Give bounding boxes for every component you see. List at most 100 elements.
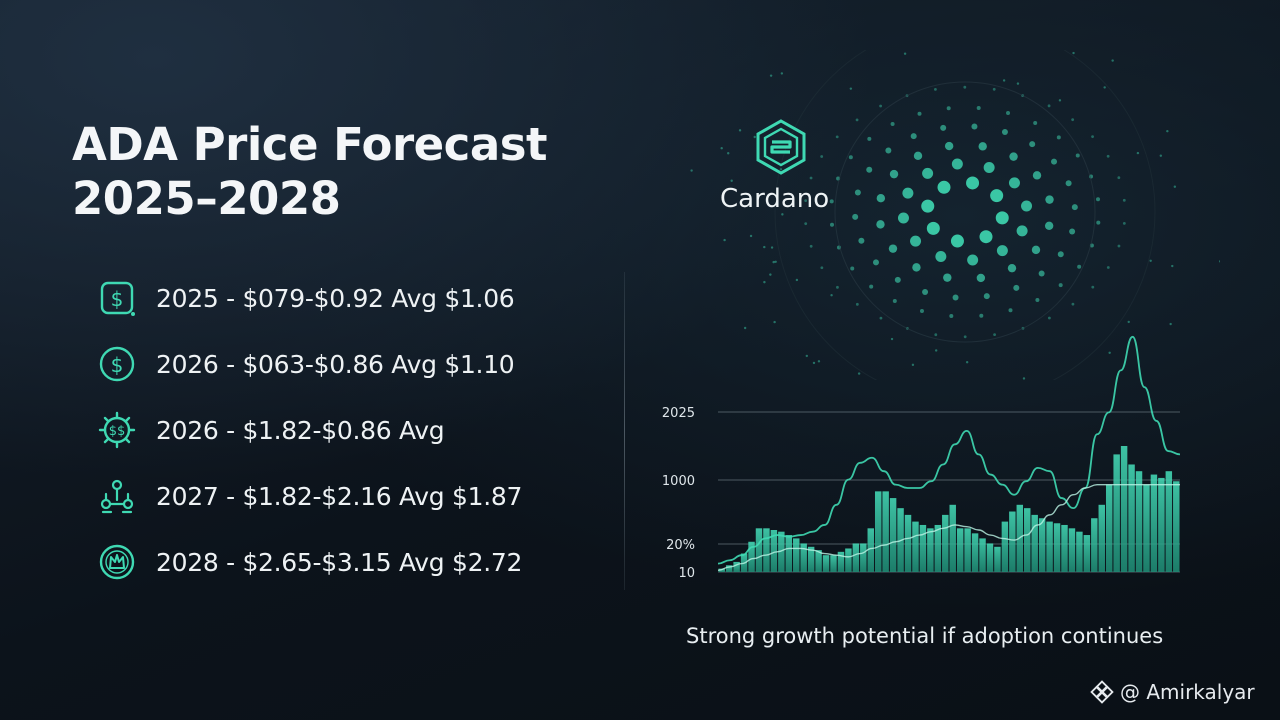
starburst-dot xyxy=(951,235,964,248)
network-nodes-icon xyxy=(95,474,139,518)
scatter-dot xyxy=(830,294,832,296)
scatter-dot xyxy=(739,129,741,131)
bar xyxy=(763,528,769,572)
bar xyxy=(1039,518,1045,572)
starburst-dot xyxy=(921,200,934,213)
starburst-dot xyxy=(963,86,966,89)
bar xyxy=(1069,528,1075,572)
bar xyxy=(845,548,851,572)
scatter-dot xyxy=(1137,152,1139,154)
bar xyxy=(1002,522,1008,572)
starburst-dot xyxy=(1029,141,1035,147)
bar xyxy=(950,505,956,572)
starburst-dot xyxy=(1123,222,1126,225)
scatter-dot xyxy=(763,246,765,248)
scatter-dot xyxy=(763,281,765,283)
starburst-dot xyxy=(1045,195,1053,203)
bar xyxy=(972,533,978,572)
svg-text:$$: $$ xyxy=(109,424,126,439)
bar xyxy=(1099,505,1105,572)
starburst-dot xyxy=(1118,245,1121,248)
bar xyxy=(1173,481,1179,572)
starburst-dot xyxy=(850,266,854,270)
bar xyxy=(786,535,792,572)
bar xyxy=(1151,475,1157,572)
scatter-dot xyxy=(1171,265,1173,267)
starburst-dot xyxy=(1107,155,1110,158)
scatter-dot xyxy=(1003,79,1005,81)
starburst-dot xyxy=(855,190,861,196)
bar xyxy=(1031,515,1037,572)
title-line-1: ADA Price Forecast xyxy=(72,118,547,172)
starburst-dot xyxy=(836,136,839,139)
scatter-dot xyxy=(750,235,752,237)
scatter-dot xyxy=(727,152,729,154)
scatter-dot xyxy=(1072,52,1074,54)
forecast-text: 2026 - $063-$0.86 Avg $1.10 xyxy=(156,350,514,379)
vertical-divider xyxy=(624,272,625,590)
forecast-text: 2027 - $1.82-$2.16 Avg $1.87 xyxy=(156,482,522,511)
starburst-dot xyxy=(873,259,879,265)
starburst-dot xyxy=(1002,129,1008,135)
scatter-dot xyxy=(772,261,774,263)
bar xyxy=(935,525,941,572)
starburst-dot xyxy=(967,254,978,265)
starburst-dot xyxy=(1006,111,1010,115)
starburst-dot xyxy=(856,118,859,121)
dollar-square-icon: $ xyxy=(95,276,139,320)
bar xyxy=(1166,471,1172,572)
starburst-dot xyxy=(990,189,1003,202)
bar xyxy=(793,538,799,572)
forecast-row: $ 2026 - $063-$0.86 Avg $1.10 xyxy=(95,342,615,386)
scatter-dot xyxy=(771,246,773,248)
scatter-dot xyxy=(690,169,692,171)
starburst-dot xyxy=(922,289,928,295)
starburst-dot xyxy=(1076,154,1080,158)
starburst-dot xyxy=(1045,222,1053,230)
starburst-dot xyxy=(1009,177,1020,188)
watermark: @ Amirkalyar xyxy=(1090,680,1255,704)
starburst-dot xyxy=(997,245,1008,256)
scatter-dot xyxy=(770,74,772,76)
bar xyxy=(1121,446,1127,572)
bar xyxy=(957,528,963,572)
starburst-dot xyxy=(1069,228,1075,234)
starburst-dot xyxy=(1071,118,1074,121)
bar xyxy=(1046,522,1052,572)
scatter-dot xyxy=(774,261,776,263)
bar xyxy=(927,528,933,572)
bar xyxy=(890,498,896,572)
bar xyxy=(979,538,985,572)
starburst-dot xyxy=(1033,121,1037,125)
starburst-dot xyxy=(810,177,813,180)
starburst-dot xyxy=(934,88,937,91)
scatter-dot xyxy=(1166,130,1168,132)
scatter-dot xyxy=(1219,260,1220,262)
starburst-dot xyxy=(836,286,839,289)
bar xyxy=(905,515,911,572)
bar xyxy=(1084,535,1090,572)
bar xyxy=(823,555,829,572)
starburst-dot xyxy=(1051,159,1057,165)
starburst-dot xyxy=(1059,283,1063,287)
bar xyxy=(1024,508,1030,572)
scatter-dot xyxy=(1174,185,1176,187)
bar xyxy=(860,543,866,572)
scatter-dot xyxy=(904,53,906,55)
starburst-dot xyxy=(1013,285,1019,291)
ytick-label: 20% xyxy=(666,538,695,553)
starburst-dot xyxy=(966,176,979,189)
starburst-dot xyxy=(971,124,977,130)
bar xyxy=(830,555,836,572)
bar xyxy=(868,528,874,572)
starburst-dot xyxy=(898,212,909,223)
starburst-dot xyxy=(830,223,834,227)
bar xyxy=(1143,485,1149,572)
dollar-circle-icon: $ xyxy=(95,342,139,386)
starburst-dot xyxy=(885,147,891,153)
starburst-dot xyxy=(830,199,834,203)
forecast-row: $ 2025 - $079-$0.92 Avg $1.06 xyxy=(95,276,615,320)
starburst-dot xyxy=(867,137,871,141)
starburst-dot xyxy=(1066,180,1072,186)
starburst-dot xyxy=(1096,197,1100,201)
